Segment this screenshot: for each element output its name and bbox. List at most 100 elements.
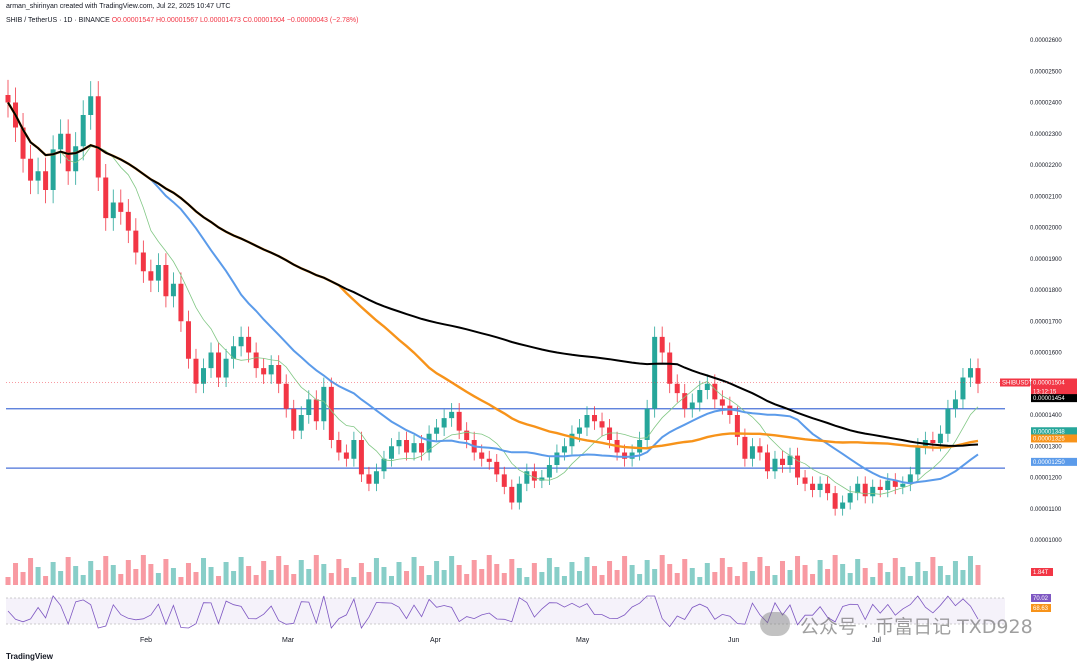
candle-body bbox=[847, 493, 853, 503]
candle-body bbox=[28, 158, 34, 181]
volume-bar bbox=[381, 567, 387, 585]
candle-body bbox=[20, 127, 26, 159]
volume-bar bbox=[749, 571, 755, 585]
volume-bar bbox=[900, 567, 906, 585]
volume-bar bbox=[238, 557, 244, 585]
candle-body bbox=[95, 96, 101, 178]
volume-bar bbox=[546, 558, 552, 585]
candle-body bbox=[381, 458, 387, 472]
volume-bar bbox=[494, 564, 500, 585]
candle-body bbox=[975, 368, 981, 384]
volume-bar bbox=[584, 557, 590, 585]
volume-bar bbox=[185, 563, 191, 585]
candle-body bbox=[742, 436, 748, 459]
candle-body bbox=[704, 383, 710, 390]
symbol-tag-text: SHIBUSDT bbox=[1002, 381, 1033, 387]
candle-body bbox=[441, 418, 447, 428]
price-tag-text: 0.00001504 bbox=[1033, 381, 1065, 387]
candle-body bbox=[163, 265, 169, 297]
volume-bar bbox=[764, 566, 770, 585]
candle-body bbox=[960, 377, 966, 400]
candle-body bbox=[554, 452, 560, 465]
rsi-tag-text: 68.63 bbox=[1033, 606, 1049, 612]
wechat-icon bbox=[760, 612, 790, 636]
volume-bar bbox=[689, 568, 695, 585]
volume-bar bbox=[922, 571, 928, 585]
y-tick-label: 0.00001000 bbox=[1030, 538, 1062, 544]
volume-bar bbox=[449, 556, 455, 585]
candle-body bbox=[193, 358, 199, 384]
volume-bar bbox=[110, 565, 116, 585]
volume-bar bbox=[223, 562, 229, 585]
volume-bar bbox=[870, 577, 876, 585]
symbol-name[interactable]: SHIB / TetherUS · 1D · BINANCE bbox=[6, 17, 110, 24]
volume-bar bbox=[73, 566, 79, 585]
candle-body bbox=[622, 452, 628, 459]
candle-body bbox=[877, 486, 883, 490]
volume-bar bbox=[336, 559, 342, 585]
rsi-tag bbox=[1031, 604, 1051, 612]
candle-body bbox=[862, 483, 868, 497]
volume-bar bbox=[862, 568, 868, 585]
volume-bar bbox=[930, 557, 936, 585]
volume-bar bbox=[960, 570, 966, 585]
volume-tag-text: 1.84T bbox=[1033, 570, 1049, 576]
volume-bar bbox=[43, 576, 49, 585]
candle-body bbox=[516, 483, 522, 503]
candle-body bbox=[298, 415, 304, 431]
volume-bar bbox=[456, 565, 462, 585]
volume-bar bbox=[855, 559, 861, 585]
price-tag-text: 0.00001454 bbox=[1033, 396, 1065, 402]
volume-bar bbox=[178, 577, 184, 585]
volume-bar bbox=[95, 570, 101, 585]
candle-body bbox=[73, 146, 79, 172]
volume-bar bbox=[306, 569, 312, 585]
candle-body bbox=[817, 483, 823, 490]
candle-body bbox=[449, 411, 455, 419]
volume-bar bbox=[712, 572, 718, 585]
volume-bar bbox=[268, 570, 274, 585]
candle-body bbox=[644, 408, 650, 440]
volume-bar bbox=[757, 557, 763, 585]
candle-body bbox=[779, 458, 785, 465]
volume-bar bbox=[501, 573, 507, 585]
x-axis-month: Jul bbox=[872, 637, 881, 644]
volume-bar bbox=[193, 572, 199, 585]
candle-body bbox=[674, 383, 680, 394]
price-tag-text: 0.00001250 bbox=[1033, 460, 1065, 466]
volume-bar bbox=[907, 576, 913, 585]
candle-body bbox=[892, 480, 898, 487]
candle-body bbox=[915, 446, 921, 475]
candle-body bbox=[170, 283, 176, 297]
candle-body bbox=[494, 461, 500, 475]
candle-body bbox=[682, 393, 688, 409]
volume-bar bbox=[261, 561, 267, 585]
y-tick-label: 0.00002600 bbox=[1030, 38, 1062, 44]
volume-bar bbox=[516, 568, 522, 585]
y-tick-label: 0.00001100 bbox=[1030, 507, 1062, 513]
volume-bar bbox=[58, 571, 64, 585]
volume-bar bbox=[885, 572, 891, 585]
volume-bar bbox=[840, 564, 846, 585]
candle-body bbox=[118, 202, 124, 212]
candle-body bbox=[832, 493, 838, 509]
candle-body bbox=[411, 443, 417, 453]
volume-bar bbox=[50, 562, 56, 585]
candle-body bbox=[885, 480, 891, 490]
candle-body bbox=[110, 202, 116, 219]
candle-body bbox=[396, 440, 402, 447]
candle-body bbox=[238, 336, 244, 347]
candle-body bbox=[659, 336, 665, 353]
candle-body bbox=[599, 421, 605, 428]
y-tick-label: 0.00002000 bbox=[1030, 226, 1062, 232]
volume-bar bbox=[779, 561, 785, 585]
candle-body bbox=[937, 433, 943, 444]
price-tag bbox=[1031, 434, 1077, 443]
volume-bar bbox=[569, 562, 575, 585]
tradingview-logo[interactable]: TradingView bbox=[6, 652, 53, 661]
x-axis-month: May bbox=[576, 637, 590, 644]
volume-bar bbox=[283, 565, 289, 585]
candle-body bbox=[253, 352, 259, 369]
y-tick-label: 0.00001800 bbox=[1030, 288, 1062, 294]
